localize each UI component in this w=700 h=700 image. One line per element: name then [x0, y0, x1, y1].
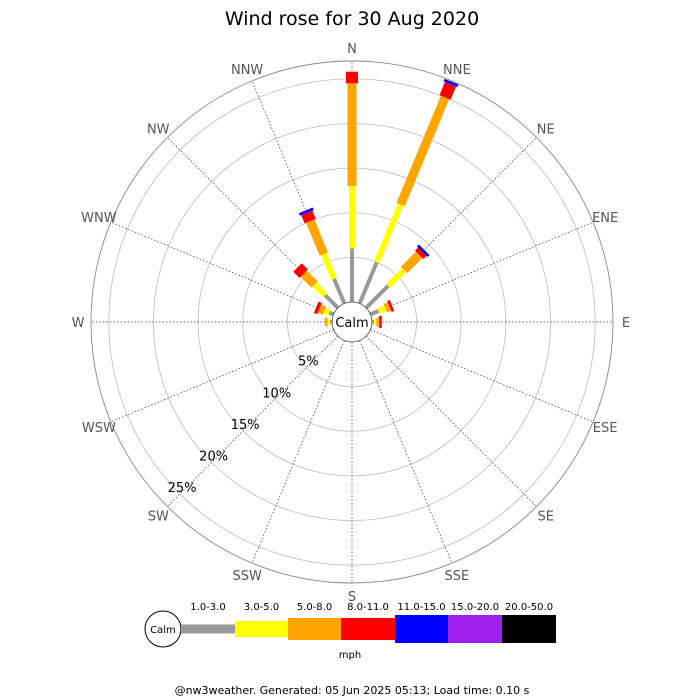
- bar-ne-5.0-8.0: [400, 251, 423, 274]
- bar-wnw-1.0-3.0: [328, 310, 335, 317]
- percent-label: 20%: [199, 449, 228, 464]
- calm-circle-shape: [331, 301, 373, 343]
- bar-ne-3.0-5.0: [386, 267, 407, 288]
- direction-label-wsw: WSW: [82, 421, 116, 436]
- chart-title: Wind rose for 30 Aug 2020: [225, 8, 479, 30]
- bar-ene-8.0-11.0: [387, 299, 395, 313]
- bar-nnw-11.0-15.0: [298, 207, 314, 216]
- calm-label: Calm: [335, 316, 368, 331]
- direction-spokes: [91, 61, 613, 583]
- bar-wnw-3.0-5.0: [323, 307, 331, 316]
- spoke-ese: [370, 329, 594, 423]
- bar-nne-8.0-11.0: [439, 81, 457, 100]
- direction-label-sse: SSE: [444, 569, 469, 584]
- direction-label-nw: NW: [147, 122, 170, 137]
- bar-nw-5.0-8.0: [300, 270, 318, 288]
- spoke-sw: [167, 335, 339, 507]
- spoke-nw: [167, 137, 339, 309]
- bar-ene-5.0-8.0: [383, 302, 392, 313]
- direction-label-wnw: WNW: [81, 211, 117, 226]
- direction-label-ne: NE: [537, 122, 555, 137]
- bar-nnw-5.0-8.0: [306, 219, 329, 256]
- direction-label-e: E: [622, 316, 630, 331]
- spoke-ene: [370, 221, 594, 315]
- legend-label: 15.0-20.0: [451, 602, 499, 613]
- bar-nne-1.0-3.0: [357, 261, 379, 305]
- legend-label: 1.0-3.0: [190, 602, 225, 613]
- bar-nnw-1.0-3.0: [332, 278, 347, 305]
- direction-label-nne: NNE: [443, 63, 471, 78]
- direction-label-se: SE: [538, 510, 554, 525]
- legend-label: 11.0-15.0: [397, 602, 445, 613]
- bar-nw-3.0-5.0: [312, 282, 328, 298]
- speed-legend: Calm 1.0-3.0 3.0-5.0 5.0-8.0 8.0-11.0 11.0-15…: [144, 602, 556, 661]
- direction-label-s: S: [348, 590, 356, 605]
- direction-labels: N NNE NE ENE E ESE SE SSE S SSW SW WSW W WNW NW NNW: [72, 42, 631, 605]
- direction-label-nnw: NNW: [231, 63, 263, 78]
- bar-nw-8.0-11.0: [293, 263, 309, 279]
- legend-unit: mph: [339, 650, 361, 661]
- outer-ring: [90, 60, 614, 584]
- bar-nne-5.0-8.0: [396, 95, 450, 207]
- bar-ne-8.0-11.0: [414, 247, 427, 260]
- legend-swatch-11.0-15.0: [395, 615, 448, 643]
- spoke-se: [365, 335, 537, 507]
- bar-ene-1.0-3.0: [369, 309, 380, 317]
- bar-ene-3.0-5.0: [377, 305, 387, 314]
- wind-bars: [293, 71, 459, 328]
- direction-label-ese: ESE: [593, 421, 618, 436]
- spoke-sse: [359, 340, 453, 564]
- bar-nnw-8.0-11.0: [301, 210, 316, 224]
- legend-label: 20.0-50.0: [505, 602, 553, 613]
- legend-calm-label: Calm: [150, 625, 176, 636]
- bar-nw-1.0-3.0: [323, 293, 340, 310]
- legend-swatch-3.0-5.0: [235, 621, 288, 637]
- calm-circle: Calm: [331, 301, 373, 343]
- spoke-wnw: [110, 221, 334, 315]
- direction-label-ene: ENE: [592, 211, 618, 226]
- legend-label: 3.0-5.0: [244, 602, 279, 613]
- spoke-wsw: [110, 329, 334, 423]
- direction-label-w: W: [72, 316, 85, 331]
- percent-label: 10%: [262, 386, 291, 401]
- direction-label-n: N: [347, 42, 357, 57]
- legend-swatch-8.0-11.0: [341, 618, 395, 640]
- legend-swatch-5.0-8.0: [288, 618, 341, 640]
- spoke-ne: [365, 137, 537, 309]
- legend-label: 5.0-8.0: [297, 602, 332, 613]
- direction-label-sw: SW: [148, 510, 169, 525]
- percent-label: 15%: [231, 418, 260, 433]
- percent-labels: 5% 10% 15% 20% 25%: [168, 355, 319, 496]
- percent-label: 25%: [168, 481, 197, 496]
- legend-label: 8.0-11.0: [347, 602, 389, 613]
- percent-label: 5%: [298, 355, 319, 370]
- legend-swatch-20.0-50.0: [502, 615, 556, 643]
- footer-text: @nw3weather. Generated: 05 Jun 2025 05:1…: [175, 684, 530, 697]
- bar-nnw-3.0-5.0: [321, 252, 337, 280]
- bar-nne-3.0-5.0: [373, 203, 404, 264]
- spoke-nnw: [251, 80, 345, 304]
- bar-nne-11.0-15.0: [443, 78, 459, 88]
- bar-ne-11.0-15.0: [417, 244, 430, 257]
- bar-wnw-8.0-11.0: [313, 301, 322, 315]
- spoke-ssw: [251, 340, 345, 564]
- bar-ne-1.0-3.0: [364, 284, 390, 310]
- bar-wnw-5.0-8.0: [317, 304, 327, 315]
- legend-swatch-1.0-3.0: [181, 624, 235, 634]
- direction-label-ssw: SSW: [232, 569, 262, 584]
- legend-swatch-15.0-20.0: [448, 615, 502, 643]
